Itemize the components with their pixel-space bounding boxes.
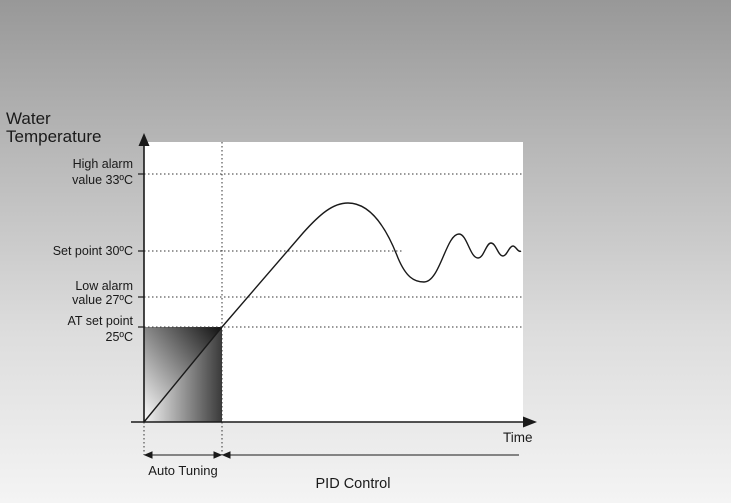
at-set-point-label-line1: AT set point bbox=[67, 314, 133, 328]
pid-control-arrow-left bbox=[221, 451, 231, 459]
high-alarm-label-line1: High alarm bbox=[73, 157, 133, 171]
auto-tuning-label: Auto Tuning bbox=[148, 463, 217, 478]
pid-control-label: PID Control bbox=[316, 476, 391, 492]
x-axis-arrow bbox=[523, 416, 537, 428]
auto-tuning-arrow-right bbox=[213, 451, 223, 459]
low-alarm-label-line1: Low alarm bbox=[75, 279, 133, 293]
temperature-curve bbox=[143, 202, 522, 423]
set-point-label: Set point 30ºC bbox=[53, 244, 133, 258]
high-alarm-label-line2: value 33ºC bbox=[72, 173, 133, 187]
at-set-point-label-line2: 25ºC bbox=[106, 330, 134, 344]
low-alarm-label-line2: value 27ºC bbox=[72, 293, 133, 307]
y-axis-arrow bbox=[138, 133, 150, 146]
x-axis-title: Time bbox=[503, 430, 533, 445]
auto-tuning-arrow-left bbox=[143, 451, 153, 459]
y-axis-title-line2: Temperature bbox=[6, 127, 101, 146]
y-axis-title-line1: Water bbox=[6, 109, 51, 128]
